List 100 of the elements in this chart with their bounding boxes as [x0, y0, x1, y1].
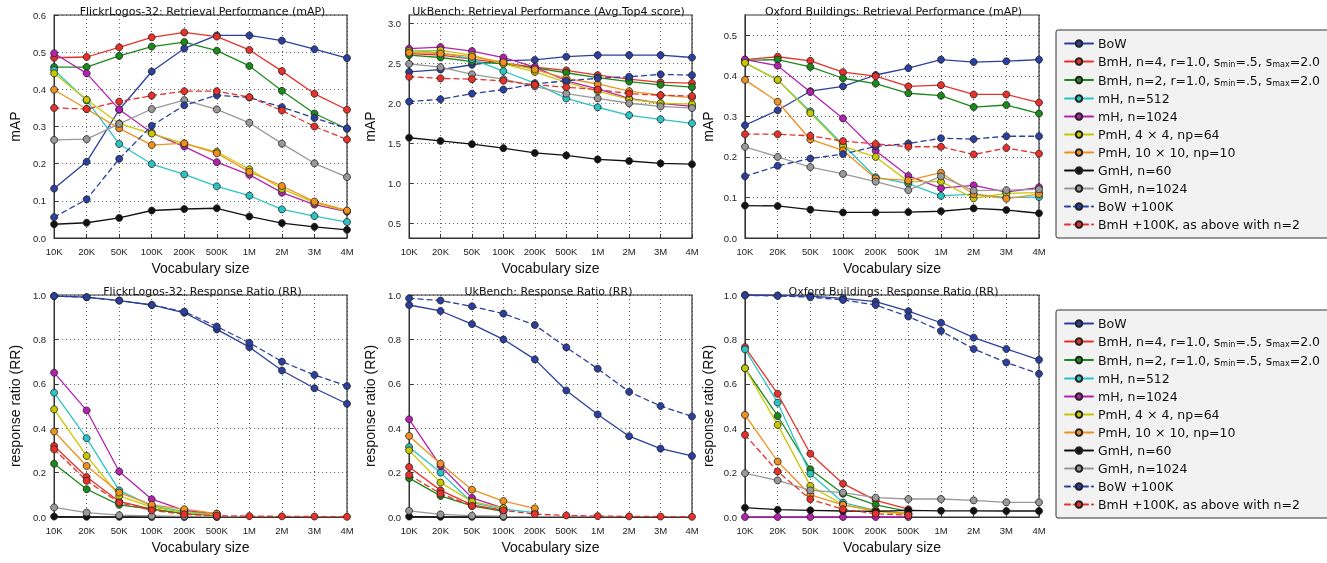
x-axis-title: Vocabulary size: [842, 538, 942, 555]
y-tick-label: 3.0: [387, 17, 402, 29]
y-tick-label: 0.3: [723, 110, 737, 122]
x-tick-label: 3M: [999, 245, 1014, 257]
y-tick-label: 0.8: [723, 333, 737, 345]
x-axis-title: Vocabulary size: [501, 538, 600, 555]
y-tick-label: 1.0: [32, 289, 47, 301]
x-tick-label: 200K: [523, 524, 547, 536]
x-tick-label: 20K: [432, 245, 450, 257]
x-tick-label: 1M: [934, 245, 948, 257]
chart-title: UkBench: Response Ratio (RR): [464, 285, 633, 298]
x-axis-title: Vocabulary size: [151, 538, 250, 555]
x-tick-label: 500K: [897, 245, 921, 257]
y-tick-label: 0.4: [723, 422, 737, 434]
legend-label: BmH, n=4, r=1.0, smin=.5, smax=2.0: [1098, 54, 1321, 69]
y-tick-label: 1.5: [387, 137, 402, 149]
x-tick-label: 1M: [242, 245, 257, 257]
y-tick-label: 0.0: [32, 511, 47, 523]
x-tick-label: 4M: [340, 245, 354, 257]
y-tick-label: 0.2: [723, 467, 737, 479]
y-axis-title: mAP: [7, 111, 23, 142]
x-tick-label: 4M: [340, 524, 354, 536]
x-tick-label: 10K: [45, 245, 64, 257]
y-tick-label: 0.6: [32, 9, 47, 21]
x-tick-label: 10K: [736, 245, 755, 257]
legend-label: GmH, n=1024: [1098, 461, 1188, 476]
y-tick-label: 0.6: [32, 378, 47, 390]
x-tick-label: 200K: [173, 245, 197, 257]
x-tick-label: 2M: [275, 524, 289, 536]
y-tick-label: 0.2: [723, 151, 737, 163]
legend-label: GmH, n=60: [1098, 443, 1172, 458]
x-tick-label: 50K: [801, 245, 820, 257]
x-tick-label: 4M: [1032, 245, 1046, 257]
x-tick-label: 10K: [736, 524, 755, 536]
x-axis-title: Vocabulary size: [842, 259, 942, 276]
x-tick-label: 1M: [591, 245, 605, 257]
y-tick-label: 0.4: [723, 70, 737, 82]
x-tick-label: 4M: [685, 245, 699, 257]
x-tick-label: 2M: [622, 245, 636, 257]
x-tick-label: 50K: [110, 524, 129, 536]
legend-label: PmH, 4 × 4, np=64: [1098, 127, 1220, 142]
legend-label: mH, n=512: [1098, 91, 1170, 106]
legend-label: BmH +100K, as above with n=2: [1098, 497, 1300, 512]
y-tick-label: 0.8: [32, 333, 47, 345]
x-axis-title: Vocabulary size: [501, 259, 600, 276]
x-tick-label: 20K: [78, 524, 96, 536]
chart-title: Oxford Buildings: Response Ratio (RR): [788, 285, 999, 298]
y-tick-label: 0.1: [723, 191, 737, 203]
legend-label: BoW +100K: [1098, 199, 1174, 214]
chart-title: FlickrLogos-32: Response Ratio (RR): [103, 285, 302, 298]
x-tick-label: 3M: [653, 524, 668, 536]
y-tick-label: 0.0: [723, 511, 737, 523]
legend-label: BmH, n=4, r=1.0, smin=.5, smax=2.0: [1098, 334, 1321, 349]
x-tick-label: 200K: [523, 245, 547, 257]
x-tick-label: 10K: [45, 524, 64, 536]
x-tick-label: 2M: [622, 524, 636, 536]
x-tick-label: 100K: [831, 245, 855, 257]
chart-title: FlickrLogos-32: Retrieval Performance (mAP): [79, 5, 326, 18]
y-tick-label: 1.0: [723, 289, 737, 301]
y-axis-title: response ratio (RR): [362, 344, 378, 468]
y-tick-label: 0.5: [387, 218, 402, 230]
x-tick-label: 100K: [140, 245, 164, 257]
legend-label: BoW: [1098, 316, 1127, 331]
legend-label: GmH, n=60: [1098, 163, 1172, 178]
x-tick-label: 500K: [555, 245, 579, 257]
y-tick-label: 0.2: [32, 158, 47, 170]
y-tick-label: 0.6: [387, 378, 402, 390]
x-axis-title: Vocabulary size: [151, 259, 250, 276]
chart-title: UkBench: Retrieval Performance (Avg.Top4 score): [412, 5, 685, 18]
x-tick-label: 100K: [492, 245, 516, 257]
y-tick-label: 0.6: [723, 378, 737, 390]
y-tick-label: 0.2: [32, 467, 47, 479]
legend-label: PmH, 10 × 10, np=10: [1098, 145, 1236, 160]
x-tick-label: 10K: [400, 524, 419, 536]
y-tick-label: 0.4: [387, 422, 402, 434]
x-tick-label: 50K: [110, 245, 129, 257]
legend-label: PmH, 4 × 4, np=64: [1098, 407, 1220, 422]
x-tick-label: 10K: [400, 245, 419, 257]
x-tick-label: 3M: [653, 245, 668, 257]
x-tick-label: 2M: [967, 524, 981, 536]
x-tick-label: 2M: [275, 245, 289, 257]
x-tick-label: 50K: [463, 245, 482, 257]
y-tick-label: 2.5: [387, 57, 402, 69]
x-tick-label: 20K: [769, 524, 787, 536]
x-tick-label: 50K: [801, 524, 820, 536]
y-tick-label: 0.5: [32, 46, 47, 58]
y-tick-label: 0.2: [387, 467, 402, 479]
x-tick-label: 20K: [432, 524, 450, 536]
x-tick-label: 4M: [685, 524, 699, 536]
x-tick-label: 20K: [769, 245, 787, 257]
x-tick-label: 200K: [173, 524, 197, 536]
legend-label: BoW: [1098, 36, 1127, 51]
y-tick-label: 0.0: [32, 232, 47, 244]
y-tick-label: 0.1: [32, 195, 47, 207]
y-tick-label: 0.4: [32, 422, 47, 434]
y-tick-label: 0.0: [387, 511, 402, 523]
legend-label: BmH, n=2, r=1.0, smin=.5, smax=2.0: [1098, 72, 1321, 88]
x-tick-label: 500K: [555, 524, 579, 536]
chart-title: Oxford Buildings: Retrieval Performance (mAP): [764, 5, 1023, 18]
x-tick-label: 1M: [934, 524, 948, 536]
